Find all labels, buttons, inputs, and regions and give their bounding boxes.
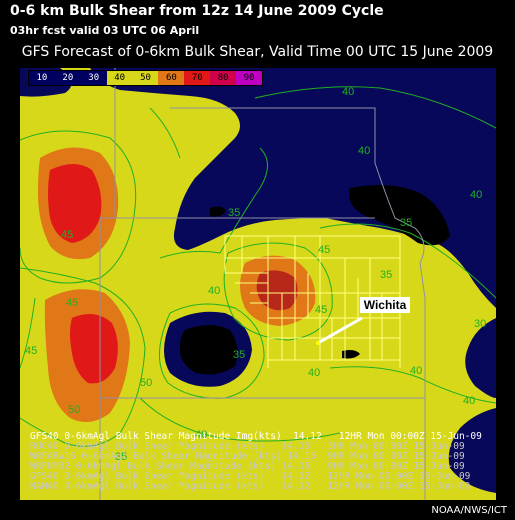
legend-swatch: 70 [184, 71, 211, 85]
model-run-line: GFS40 0-6kmAgl Bulk Shear Magnitude (kts… [30, 471, 471, 482]
shear-70-region-center [256, 270, 298, 311]
map-title: GFS Forecast of 0-6km Bulk Shear, Valid … [21, 44, 494, 60]
contour-label: 40 [470, 189, 482, 201]
contour-label: 50 [68, 404, 80, 416]
legend-swatch: 50 [132, 71, 159, 85]
wichita-label: Wichita [364, 298, 407, 312]
contour-label: 45 [61, 229, 73, 241]
wichita-label-box [360, 297, 410, 313]
shear-map: Wichita 40 40 45 50 35 35 35 45 45 45 40… [20, 68, 496, 500]
model-run-line: WRFARW16 0-6kmAgl Bulk Shear Magnitude (… [30, 451, 465, 462]
wichita-pointer [317, 316, 363, 345]
legend-swatch: 80 [210, 71, 237, 85]
model-run-line: GFS40 0-6kmAgl Bulk Shear Magnitude Img(… [30, 431, 482, 442]
contour-label: 40 [308, 367, 320, 379]
model-run-line: WRFNM32 0-6kmAgl Bulk Shear Magnitude (k… [30, 461, 465, 472]
contour-label: 40 [358, 145, 370, 157]
contour-label: 35 [380, 269, 392, 281]
contour-label: 40 [463, 395, 475, 407]
shear-min-core-north [349, 184, 450, 246]
contour-value-labels: 40 40 45 50 35 35 35 45 45 45 40 40 30 4… [25, 86, 486, 463]
shear-low-region-north [90, 68, 496, 308]
model-run-line: NAM40 0-6kmAgl Bulk Shear Magnitude (kts… [30, 481, 471, 492]
wichita-dot [316, 341, 320, 345]
contour-label: 40 [208, 285, 220, 297]
credit-text: NOAA/NWS/ICT [431, 505, 507, 516]
legend-swatch: 60 [158, 71, 185, 85]
page-subtitle: 03hr fcst valid 03 UTC 06 April [10, 24, 200, 37]
color-legend: 10 20 30 40 50 60 70 80 90 [28, 70, 263, 86]
contour-label: 45 [318, 244, 330, 256]
contour-label: 35 [400, 217, 412, 229]
contour-label: 40 [195, 429, 207, 441]
contour-label: 30 [474, 318, 486, 330]
contour-label: 35 [115, 451, 127, 463]
shear-min-core-center [179, 325, 238, 375]
shear-70-region-sw [70, 314, 118, 384]
contour-label: 35 [228, 207, 240, 219]
county-grid [224, 235, 401, 368]
model-run-list: GFS40 0-6kmAgl Bulk Shear Magnitude Img(… [30, 432, 496, 492]
legend-swatch: 90 [236, 71, 263, 85]
contour-label: 45 [25, 345, 37, 357]
contour-label: 40 [342, 86, 354, 98]
page-title: 0-6 km Bulk Shear from 12z 14 June 2009 … [10, 3, 384, 19]
contour-label: 50 [140, 377, 152, 389]
contour-label: 35 [233, 349, 245, 361]
legend-swatch: 30 [80, 71, 107, 85]
state-boundaries [99, 68, 426, 500]
shear-low-region-se [448, 408, 496, 493]
shear-low-region-east [465, 318, 496, 398]
model-run-line: RUC40 0-6kmAgl Bulk Shear Magnitude (kts… [30, 441, 465, 452]
contour-label: 45 [66, 297, 78, 309]
contour-label: 45 [315, 304, 327, 316]
shear-min-core-small [210, 206, 226, 217]
shear-min-spot [342, 350, 360, 359]
legend-swatch: 40 [106, 71, 133, 85]
contour-label: 40 [410, 365, 422, 377]
shear-70-region-nw [48, 164, 102, 243]
legend-swatch: 10 [29, 71, 55, 85]
legend-swatch: 20 [54, 71, 81, 85]
